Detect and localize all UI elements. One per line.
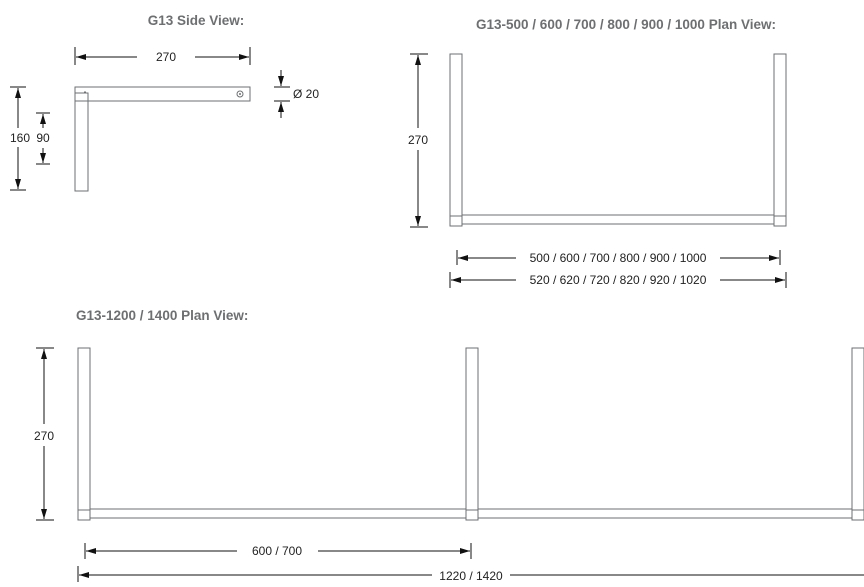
plan-view-large: G13-1200 / 1400 Plan View: 270 60	[34, 308, 864, 583]
plan-large-frame	[77, 347, 864, 521]
plan-small-frame	[449, 53, 787, 227]
plan-view-small: G13-500 / 600 / 700 / 800 / 900 / 1000 P…	[408, 17, 787, 288]
side-height-inner-dimension: 90	[36, 112, 50, 165]
side-view: G13 Side View: 270 Ø 20	[10, 13, 319, 192]
side-height-outer-dimension: 160	[10, 86, 30, 191]
side-height-outer-label: 160	[10, 131, 30, 145]
plan-large-total-width-label: 1220 / 1420	[439, 569, 503, 582]
plan-large-half-width-dimension: 600 / 700	[84, 543, 472, 559]
plan-small-title: G13-500 / 600 / 700 / 800 / 900 / 1000 P…	[476, 17, 776, 32]
side-diameter-dimension: Ø 20	[274, 70, 319, 118]
side-diameter-label: Ø 20	[293, 87, 319, 101]
plan-small-outer-width-dimension: 520 / 620 / 720 / 820 / 920 / 1020	[449, 272, 787, 288]
plan-large-half-width-label: 600 / 700	[252, 544, 302, 558]
side-width-dimension: 270	[74, 47, 251, 65]
plan-large-title: G13-1200 / 1400 Plan View:	[76, 308, 248, 323]
plan-small-inner-width-dimension: 500 / 600 / 700 / 800 / 900 / 1000	[456, 250, 781, 265]
plan-small-outer-width-label: 520 / 620 / 720 / 820 / 920 / 1020	[530, 273, 707, 287]
side-width-label: 270	[156, 50, 176, 64]
side-height-inner-label: 90	[36, 131, 50, 145]
side-view-title: G13 Side View:	[148, 13, 245, 28]
plan-small-inner-width-label: 500 / 600 / 700 / 800 / 900 / 1000	[530, 251, 707, 265]
plan-large-total-width-dimension: 1220 / 1420	[77, 566, 864, 583]
plan-large-depth-dimension: 270	[34, 347, 54, 521]
plan-small-depth-dimension: 270	[408, 53, 428, 228]
plan-large-depth-label: 270	[34, 429, 54, 443]
side-bracket-shape	[74, 86, 251, 192]
plan-small-depth-label: 270	[408, 133, 428, 147]
